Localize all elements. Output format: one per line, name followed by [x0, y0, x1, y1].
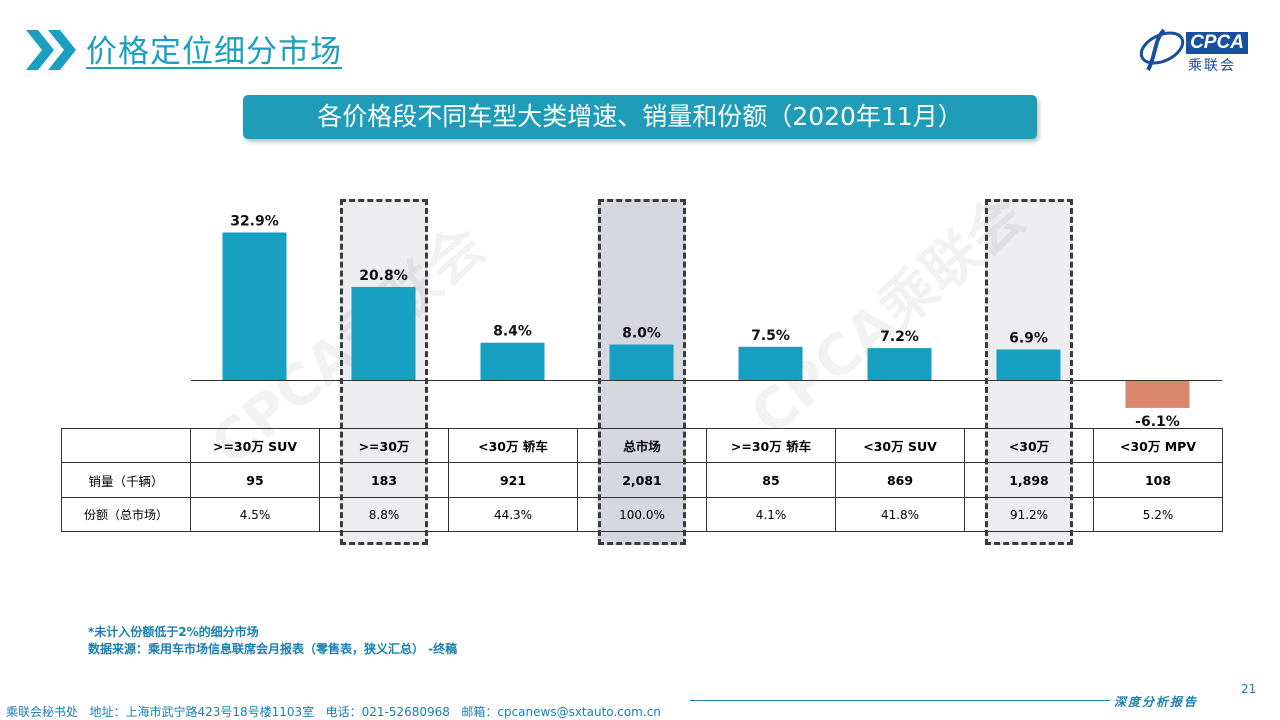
highlight-dashed-box	[984, 199, 1073, 545]
table-cell: 869	[835, 462, 965, 498]
cpca-logo	[1134, 22, 1256, 78]
table-header: <30万 MPV	[1093, 428, 1223, 463]
row-label-share: 份额（总市场）	[61, 497, 191, 532]
table-cell: 95	[190, 462, 320, 498]
bar-value-label: 20.8%	[359, 268, 408, 284]
bar	[1125, 380, 1190, 408]
bar	[222, 232, 287, 381]
page-number: 21	[1241, 682, 1257, 696]
bar-value-label: -6.1%	[1135, 414, 1180, 430]
data-source-note: 数据来源：乘用车市场信息联席会月报表（零售表，狭义汇总） -终稿	[88, 642, 458, 656]
highlight-dashed-box	[597, 199, 686, 545]
footer-tag: 深度分析报告	[1114, 695, 1199, 709]
bar	[996, 349, 1061, 381]
table-cell: 44.3%	[448, 497, 578, 532]
table-cell: 41.8%	[835, 497, 965, 532]
bar-value-label: 7.2%	[880, 329, 919, 345]
table-header: <30万 轿车	[448, 428, 578, 463]
page-title: 价格定位细分市场	[86, 34, 342, 70]
bar-value-label: 6.9%	[1009, 330, 1048, 346]
bar-value-label: 8.4%	[493, 324, 532, 340]
bar	[867, 348, 932, 381]
highlight-dashed-box	[339, 199, 428, 545]
table-cell: 921	[448, 462, 578, 498]
row-label-sales: 销量（千辆）	[61, 462, 191, 498]
bar-value-label: 32.9%	[230, 214, 279, 230]
footer-contact: 乘联会秘书处 地址：上海市武宁路423号18号楼1103室 电话：021-526…	[6, 705, 661, 719]
logo-brand: CPCA	[1186, 32, 1248, 54]
logo-cn-name: 乘联会	[1188, 58, 1236, 74]
footer-divider	[690, 700, 1110, 701]
table-corner-cell	[61, 428, 191, 463]
table-cell: 85	[706, 462, 836, 498]
bar	[609, 344, 674, 381]
table-cell: 4.1%	[706, 497, 836, 532]
table-cell: 5.2%	[1093, 497, 1223, 532]
table-header: >=30万 SUV	[190, 428, 320, 463]
table-cell: 108	[1093, 462, 1223, 498]
chevron-icon	[26, 30, 76, 70]
bar	[738, 346, 803, 381]
footnote: *未计入份额低于2%的细分市场	[88, 625, 259, 639]
chart-banner-title: 各价格段不同车型大类增速、销量和份额（2020年11月）	[243, 95, 1037, 139]
bar	[480, 342, 545, 381]
bar-value-label: 8.0%	[622, 326, 661, 342]
table-header: <30万 SUV	[835, 428, 965, 463]
table-header: >=30万 轿车	[706, 428, 836, 463]
bar	[351, 286, 416, 381]
bar-value-label: 7.5%	[751, 328, 790, 344]
table-row-share: 份额（总市场） 4.5% 8.8% 44.3% 100.0% 4.1% 41.8…	[61, 497, 1223, 532]
table-cell: 4.5%	[190, 497, 320, 532]
